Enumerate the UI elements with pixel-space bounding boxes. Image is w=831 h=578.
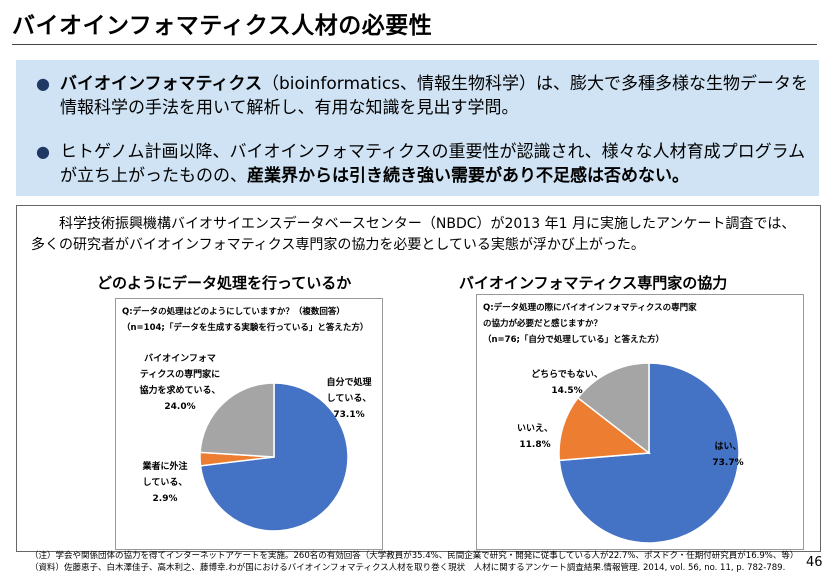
chart2-slice-1: [558, 396, 651, 462]
chart1-sample: （n=104;「データを生成する実験を行っている」と答えた方）: [122, 323, 369, 333]
chart2-label-yes: はい、 73.7%: [712, 442, 744, 468]
chart2-title: バイオインフォマティクス専門家の協力: [459, 274, 728, 292]
chart2-question-cont: の協力が必要だと感じますか？: [483, 319, 603, 329]
footnote-2: （資料）佐藤恵子、白木澤佳子、高木利之、藤博幸.わが国におけるバイオインフォマテ…: [30, 563, 786, 573]
chart2-question: Q:データ処理の際にバイオインフォマティクスの専門家: [483, 303, 697, 313]
chart2-slice-2: [576, 362, 650, 455]
summary-bullet-1: ● バイオインフォマティクス（bioinformatics、情報生物科学）は、膨…: [36, 72, 816, 120]
chart2-box: Q:データ処理の際にバイオインフォマティクスの専門家 の協力が必要だと感じますか…: [476, 294, 804, 550]
chart2-label-no: いいえ、 11.8%: [516, 424, 553, 450]
chart1-title: どのようにデータ処理を行っているか: [97, 274, 352, 292]
chart1-box: Q:データの処理はどのようにしていますか？（複数回答） （n=104;「データを…: [115, 298, 383, 550]
chart1-pie: [199, 382, 349, 532]
slide-title: バイオインフォマティクス人材の必要性: [12, 13, 433, 39]
title-divider: [12, 44, 817, 45]
chart1-slice-2: [199, 382, 275, 458]
summary-bullet-2: ● ヒトゲノム計画以降、バイオインフォマティクスの重要性が認識され、様々な人材育…: [36, 140, 816, 188]
bullet1-bold: バイオインフォマティクス: [60, 74, 262, 94]
survey-panel: 科学技術振興機構バイオサイエンスデータベースセンター（NBDC）が2013 年1…: [16, 205, 821, 552]
chart1-label-self: 自分で処理 している、 73.1%: [326, 378, 372, 420]
chart1-label-expert: バイオインフォマ ティクスの専門家に 協力を求めている、 24.0%: [139, 354, 221, 412]
bullet-dot-icon: ●: [36, 142, 50, 161]
chart2-label-neither: どちらでもない、 14.5%: [531, 370, 603, 396]
bullet1-text: （bioinformatics、情報生物科学）は、膨大で多種多様な生物データを情…: [60, 74, 809, 118]
footnotes: （注）学会や関係団体の協力を得てインターネットアケートを実施。260名の有効回答…: [30, 550, 810, 574]
survey-intro: 科学技術振興機構バイオサイエンスデータベースセンター（NBDC）が2013 年1…: [31, 216, 796, 253]
summary-box: ● バイオインフォマティクス（bioinformatics、情報生物科学）は、膨…: [16, 60, 819, 196]
chart2-pie: [558, 362, 740, 544]
chart1-question: Q:データの処理はどのようにしていますか？（複数回答）: [122, 307, 345, 317]
bullet-dot-icon: ●: [36, 74, 50, 93]
chart2-sample: （n=76;「自分で処理している」と答えた方）: [483, 335, 665, 345]
bullet2-bold: 産業界からは引き続き強い需要があり不足感は否めない。: [247, 166, 689, 186]
footnote-1: （注）学会や関係団体の協力を得てインターネットアケートを実施。260名の有効回答…: [30, 551, 799, 561]
bullet2-text: ヒトゲノム計画以降、バイオインフォマティクスの重要性が認識され、様々な人材育成プ…: [60, 142, 806, 186]
page-number: 46: [806, 555, 823, 570]
chart1-label-outsource: 業者に外注 している、 2.9%: [142, 462, 188, 504]
